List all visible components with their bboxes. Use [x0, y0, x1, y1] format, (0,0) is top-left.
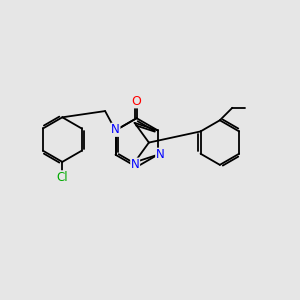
Text: N: N — [156, 148, 164, 161]
Text: Cl: Cl — [56, 171, 68, 184]
Text: N: N — [131, 158, 140, 171]
Text: O: O — [132, 95, 142, 108]
Text: N: N — [111, 123, 120, 136]
